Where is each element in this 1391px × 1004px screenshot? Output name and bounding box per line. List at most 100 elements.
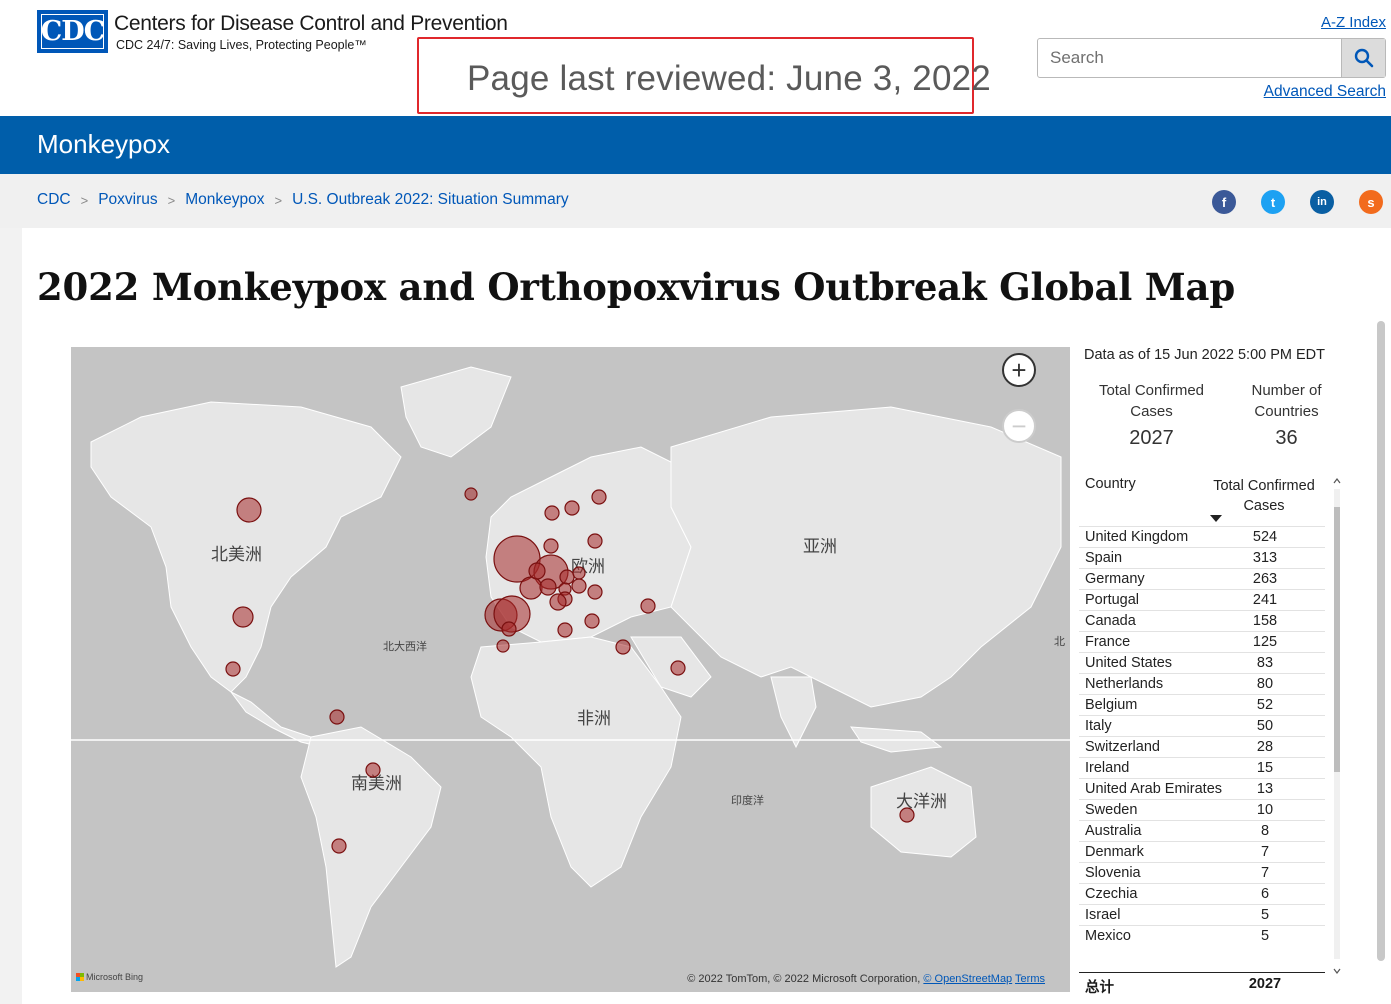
bubble-argentina	[331, 838, 347, 854]
cases-cell: 7	[1260, 865, 1270, 881]
label-south-america: 南美洲	[351, 774, 402, 794]
table-row[interactable]: Canada 158	[1079, 610, 1325, 631]
table-scroll-thumb[interactable]	[1334, 507, 1340, 772]
case-bubbles-layer	[225, 487, 915, 854]
syndicate-icon: s	[1367, 194, 1375, 210]
breadcrumb-bar: CDC > Poxvirus > Monkeypox > U.S. Outbre…	[0, 174, 1391, 228]
cases-cell: 10	[1256, 802, 1274, 818]
table-row[interactable]: Spain 313	[1079, 547, 1325, 568]
table-scrollbar[interactable]	[1333, 477, 1341, 977]
twitter-share-button[interactable]: t	[1261, 190, 1285, 214]
table-row[interactable]: Slovenia 7	[1079, 862, 1325, 883]
bubble-morocco	[496, 639, 510, 653]
table-row[interactable]: Portugal 241	[1079, 589, 1325, 610]
bubble-sweden	[564, 500, 580, 516]
summary-panel: Data as of 15 Jun 2022 5:00 PM EDT Total…	[1079, 347, 1341, 997]
bubble-italy	[557, 622, 573, 638]
bubble-france	[549, 593, 567, 611]
table-row[interactable]: Denmark 7	[1079, 841, 1325, 862]
table-row[interactable]: Australia 8	[1079, 820, 1325, 841]
breadcrumb-cdc[interactable]: CDC	[37, 191, 71, 208]
bubble-czechia	[571, 578, 587, 594]
table-row[interactable]: Mexico 5	[1079, 925, 1325, 946]
search-box	[1037, 38, 1386, 78]
country-cell: Sweden	[1085, 802, 1138, 818]
breadcrumb-situation-summary[interactable]: U.S. Outbreak 2022: Situation Summary	[292, 191, 569, 208]
country-cell: Italy	[1085, 718, 1112, 734]
table-row[interactable]: United Arab Emirates 13	[1079, 778, 1325, 799]
kpi-cases-value: 2027	[1129, 427, 1174, 449]
minus-icon: −	[1011, 411, 1027, 441]
country-cell: Slovenia	[1085, 865, 1141, 881]
cases-cell: 50	[1256, 718, 1274, 734]
org-name[interactable]: Centers for Disease Control and Preventi…	[114, 12, 508, 35]
kpi-countries-label: Number of Countries	[1251, 382, 1322, 420]
bubble-brazil	[365, 762, 381, 778]
table-row[interactable]: Switzerland 28	[1079, 736, 1325, 757]
country-cell: United Kingdom	[1085, 529, 1189, 545]
table-row[interactable]: United Kingdom 524	[1079, 526, 1325, 547]
table-row[interactable]: Belgium 52	[1079, 694, 1325, 715]
label-oceania: 大洋洲	[896, 792, 947, 812]
breadcrumb-separator: >	[167, 192, 176, 208]
linkedin-share-button[interactable]: in	[1310, 190, 1334, 214]
table-row[interactable]: Italy 50	[1079, 715, 1325, 736]
cases-cell: 15	[1256, 760, 1274, 776]
topic-bar: Monkeypox	[0, 116, 1391, 174]
world-map[interactable]: 北美洲 欧洲 亚洲 非洲 南美洲 大洋洲 北大西洋 印度洋 北	[71, 347, 1070, 992]
search-input[interactable]	[1038, 39, 1342, 77]
col-header-country[interactable]: Country	[1085, 476, 1136, 492]
cases-cell: 263	[1252, 571, 1278, 587]
country-cell: Portugal	[1085, 592, 1140, 608]
country-cell: Czechia	[1085, 886, 1138, 902]
table-row[interactable]: Ireland 15	[1079, 757, 1325, 778]
table-row[interactable]: Israel 5	[1079, 904, 1325, 925]
cases-cell: 83	[1256, 655, 1274, 671]
label-north-america: 北美洲	[211, 545, 262, 565]
label-indian-ocean: 印度洋	[731, 793, 764, 807]
cases-cell: 28	[1256, 739, 1274, 755]
breadcrumb-separator: >	[274, 192, 283, 208]
advanced-search-link[interactable]: Advanced Search	[1263, 83, 1386, 100]
table-row[interactable]: Netherlands 80	[1079, 673, 1325, 694]
microsoft-logo-icon	[76, 973, 84, 981]
map-attribution: © 2022 TomTom, © 2022 Microsoft Corporat…	[687, 973, 1045, 985]
bubble-venezuela	[329, 709, 345, 725]
terms-link[interactable]: Terms	[1015, 973, 1045, 985]
country-cell: United Arab Emirates	[1085, 781, 1223, 797]
cdc-logo[interactable]: CDC	[37, 10, 108, 53]
page-scrollbar[interactable]	[1377, 321, 1385, 961]
table-row[interactable]: Sweden 10	[1079, 799, 1325, 820]
bubble-mexico	[225, 661, 241, 677]
cases-cell: 313	[1252, 550, 1278, 566]
breadcrumb-monkeypox[interactable]: Monkeypox	[185, 191, 265, 208]
bubble-turkey	[640, 598, 656, 614]
table-row[interactable]: Germany 263	[1079, 568, 1325, 589]
syndicate-share-button[interactable]: s	[1359, 190, 1383, 214]
breadcrumb-poxvirus[interactable]: Poxvirus	[98, 191, 158, 208]
az-index-link[interactable]: A-Z Index	[1320, 14, 1386, 31]
table-row[interactable]: France 125	[1079, 631, 1325, 652]
cases-cell: 158	[1252, 613, 1278, 629]
label-north-atlantic: 北大西洋	[383, 639, 427, 653]
cases-cell: 5	[1260, 907, 1270, 923]
facebook-share-button[interactable]: f	[1212, 190, 1236, 214]
country-cell: Canada	[1085, 613, 1136, 629]
topic-title[interactable]: Monkeypox	[37, 129, 170, 159]
table-row[interactable]: United States 83	[1079, 652, 1325, 673]
table-row[interactable]: Czechia 6	[1079, 883, 1325, 904]
country-cell: Australia	[1085, 823, 1142, 839]
col-header-cases[interactable]: Total Confirmed Cases	[1213, 478, 1315, 514]
bubble-germany-e	[559, 569, 575, 585]
map-canvas[interactable]: 北美洲 欧洲 亚洲 非洲 南美洲 大洋洲 北大西洋 印度洋 北	[71, 347, 1070, 992]
openstreetmap-link[interactable]: © OpenStreetMap	[923, 973, 1013, 985]
last-reviewed-text: Page last reviewed: June 3, 2022	[467, 59, 991, 98]
search-button[interactable]	[1341, 39, 1385, 77]
zoom-out-button[interactable]: −	[1002, 409, 1036, 443]
scroll-down-icon	[1333, 968, 1341, 974]
kpi-cases-label: Total Confirmed Cases	[1098, 382, 1205, 420]
sort-desc-icon[interactable]	[1210, 515, 1222, 522]
zoom-in-button[interactable]: +	[1002, 353, 1036, 387]
bubble-greece	[584, 613, 600, 629]
bubble-lux	[528, 562, 546, 580]
